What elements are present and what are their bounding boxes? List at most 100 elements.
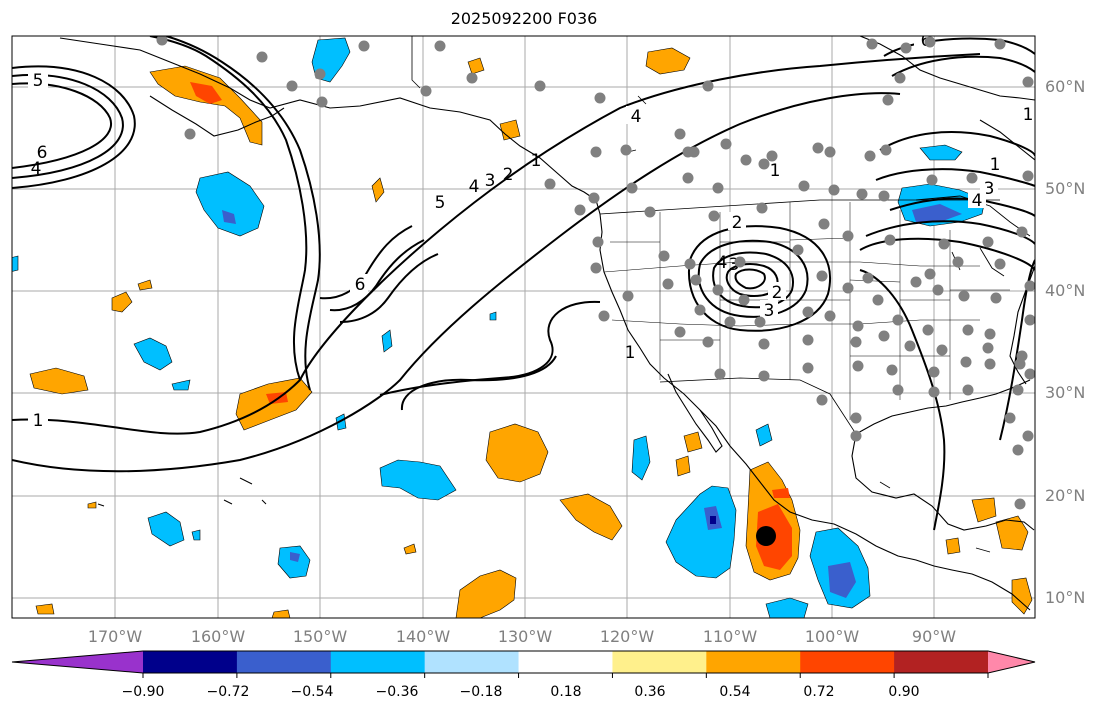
station-dot [816, 394, 828, 406]
contour-label: 1 [625, 343, 636, 363]
station-dot [712, 182, 724, 194]
station-dot [1022, 76, 1034, 88]
contour-label: 2 [503, 165, 514, 185]
station-dot [922, 324, 934, 336]
coast-alaska [59, 37, 601, 215]
contour-label: 6 [37, 143, 48, 163]
colorbar-extend-min [12, 651, 143, 673]
lon-label: 120°W [599, 627, 655, 646]
station-dot [984, 358, 996, 370]
station-dot [894, 72, 906, 84]
lat-label: 40°N [1045, 281, 1086, 300]
station-dot [842, 282, 854, 294]
station-dot [924, 36, 936, 48]
station-dot [952, 256, 964, 268]
coast-gulf [851, 379, 1035, 531]
station-dot [714, 368, 726, 380]
station-dot [802, 334, 814, 346]
colorbar-tick-label: 0.90 [888, 684, 920, 700]
station-dot [694, 304, 706, 316]
lon-label: 160°W [190, 627, 246, 646]
station-dot [156, 36, 168, 46]
contour-label: 5 [33, 71, 44, 91]
station-dot [256, 51, 268, 63]
station-dot [850, 430, 862, 442]
station-dot [590, 262, 602, 274]
colorbar-bin [236, 651, 332, 673]
contour-label: 4 [469, 177, 480, 197]
lon-label: 150°W [292, 627, 348, 646]
station-dot [702, 80, 714, 92]
contour-label: 6 [355, 275, 366, 295]
colorbar-tick-label: 0.18 [550, 684, 582, 700]
contour-label: 3 [729, 255, 740, 275]
station-dot [724, 316, 736, 328]
station-dot [990, 292, 1002, 304]
station-dot [682, 172, 694, 184]
station-dot [900, 42, 912, 54]
colorbar [11, 650, 1036, 678]
station-dot [936, 344, 948, 356]
coastlines [59, 36, 1035, 611]
contour-label: 1 [1023, 105, 1034, 125]
station-dot [740, 154, 752, 166]
station-dot [622, 290, 634, 302]
contour-label: 2 [732, 213, 743, 233]
map-background [12, 36, 1035, 618]
station-dot [712, 284, 724, 296]
coast-aleutians [149, 95, 285, 137]
station-dot [828, 184, 840, 196]
station-dot [756, 202, 768, 214]
lon-label: 140°W [395, 627, 451, 646]
station-dot [882, 94, 894, 106]
station-dot [928, 386, 940, 398]
colorbar-bin [894, 651, 989, 673]
station-dot [314, 68, 326, 80]
station-dot [466, 72, 478, 84]
contour-label: 3 [764, 301, 775, 321]
station-dot [884, 234, 896, 246]
lon-label: 110°W [702, 627, 758, 646]
station-dot [982, 236, 994, 248]
map-frame [11, 35, 1036, 619]
coast-baja [667, 373, 723, 453]
station-dot [588, 192, 600, 204]
contour-label: 4 [631, 107, 642, 127]
station-dot [674, 128, 686, 140]
coast-hudson [859, 36, 1035, 101]
station-dot [316, 96, 328, 108]
contour-label: 3 [485, 171, 496, 191]
station-dot [862, 272, 874, 284]
station-dot [994, 38, 1006, 50]
station-dot [962, 324, 974, 336]
station-dot [286, 80, 298, 92]
colorbar-bin [612, 651, 707, 673]
colorbar-tick-label: −0.36 [375, 684, 419, 700]
station-dot [644, 206, 656, 218]
station-dot [1016, 226, 1028, 238]
colorbar-bin [800, 651, 895, 673]
station-dot [892, 314, 904, 326]
contour-label: 2 [772, 283, 783, 303]
shaded-anomalies [12, 37, 1033, 618]
station-dot [856, 188, 868, 200]
station-dot [758, 158, 770, 170]
coast-labrador [979, 119, 1035, 161]
colorbar-bin [706, 651, 801, 673]
station-dot [766, 150, 778, 162]
station-dot [690, 274, 702, 286]
station-dot [594, 92, 606, 104]
station-dot [1024, 368, 1035, 380]
station-dot [924, 268, 936, 280]
station-dot [892, 384, 904, 396]
contour-label: 1 [531, 151, 542, 171]
colorbar-bin [330, 651, 426, 673]
station-dot [720, 138, 732, 150]
shade-alaska [149, 65, 263, 146]
contour-label: 1 [990, 155, 1001, 175]
station-dot [434, 40, 446, 52]
station-dot [864, 150, 876, 162]
lon-label: 100°W [804, 627, 860, 646]
contour-label: 4 [31, 159, 42, 179]
